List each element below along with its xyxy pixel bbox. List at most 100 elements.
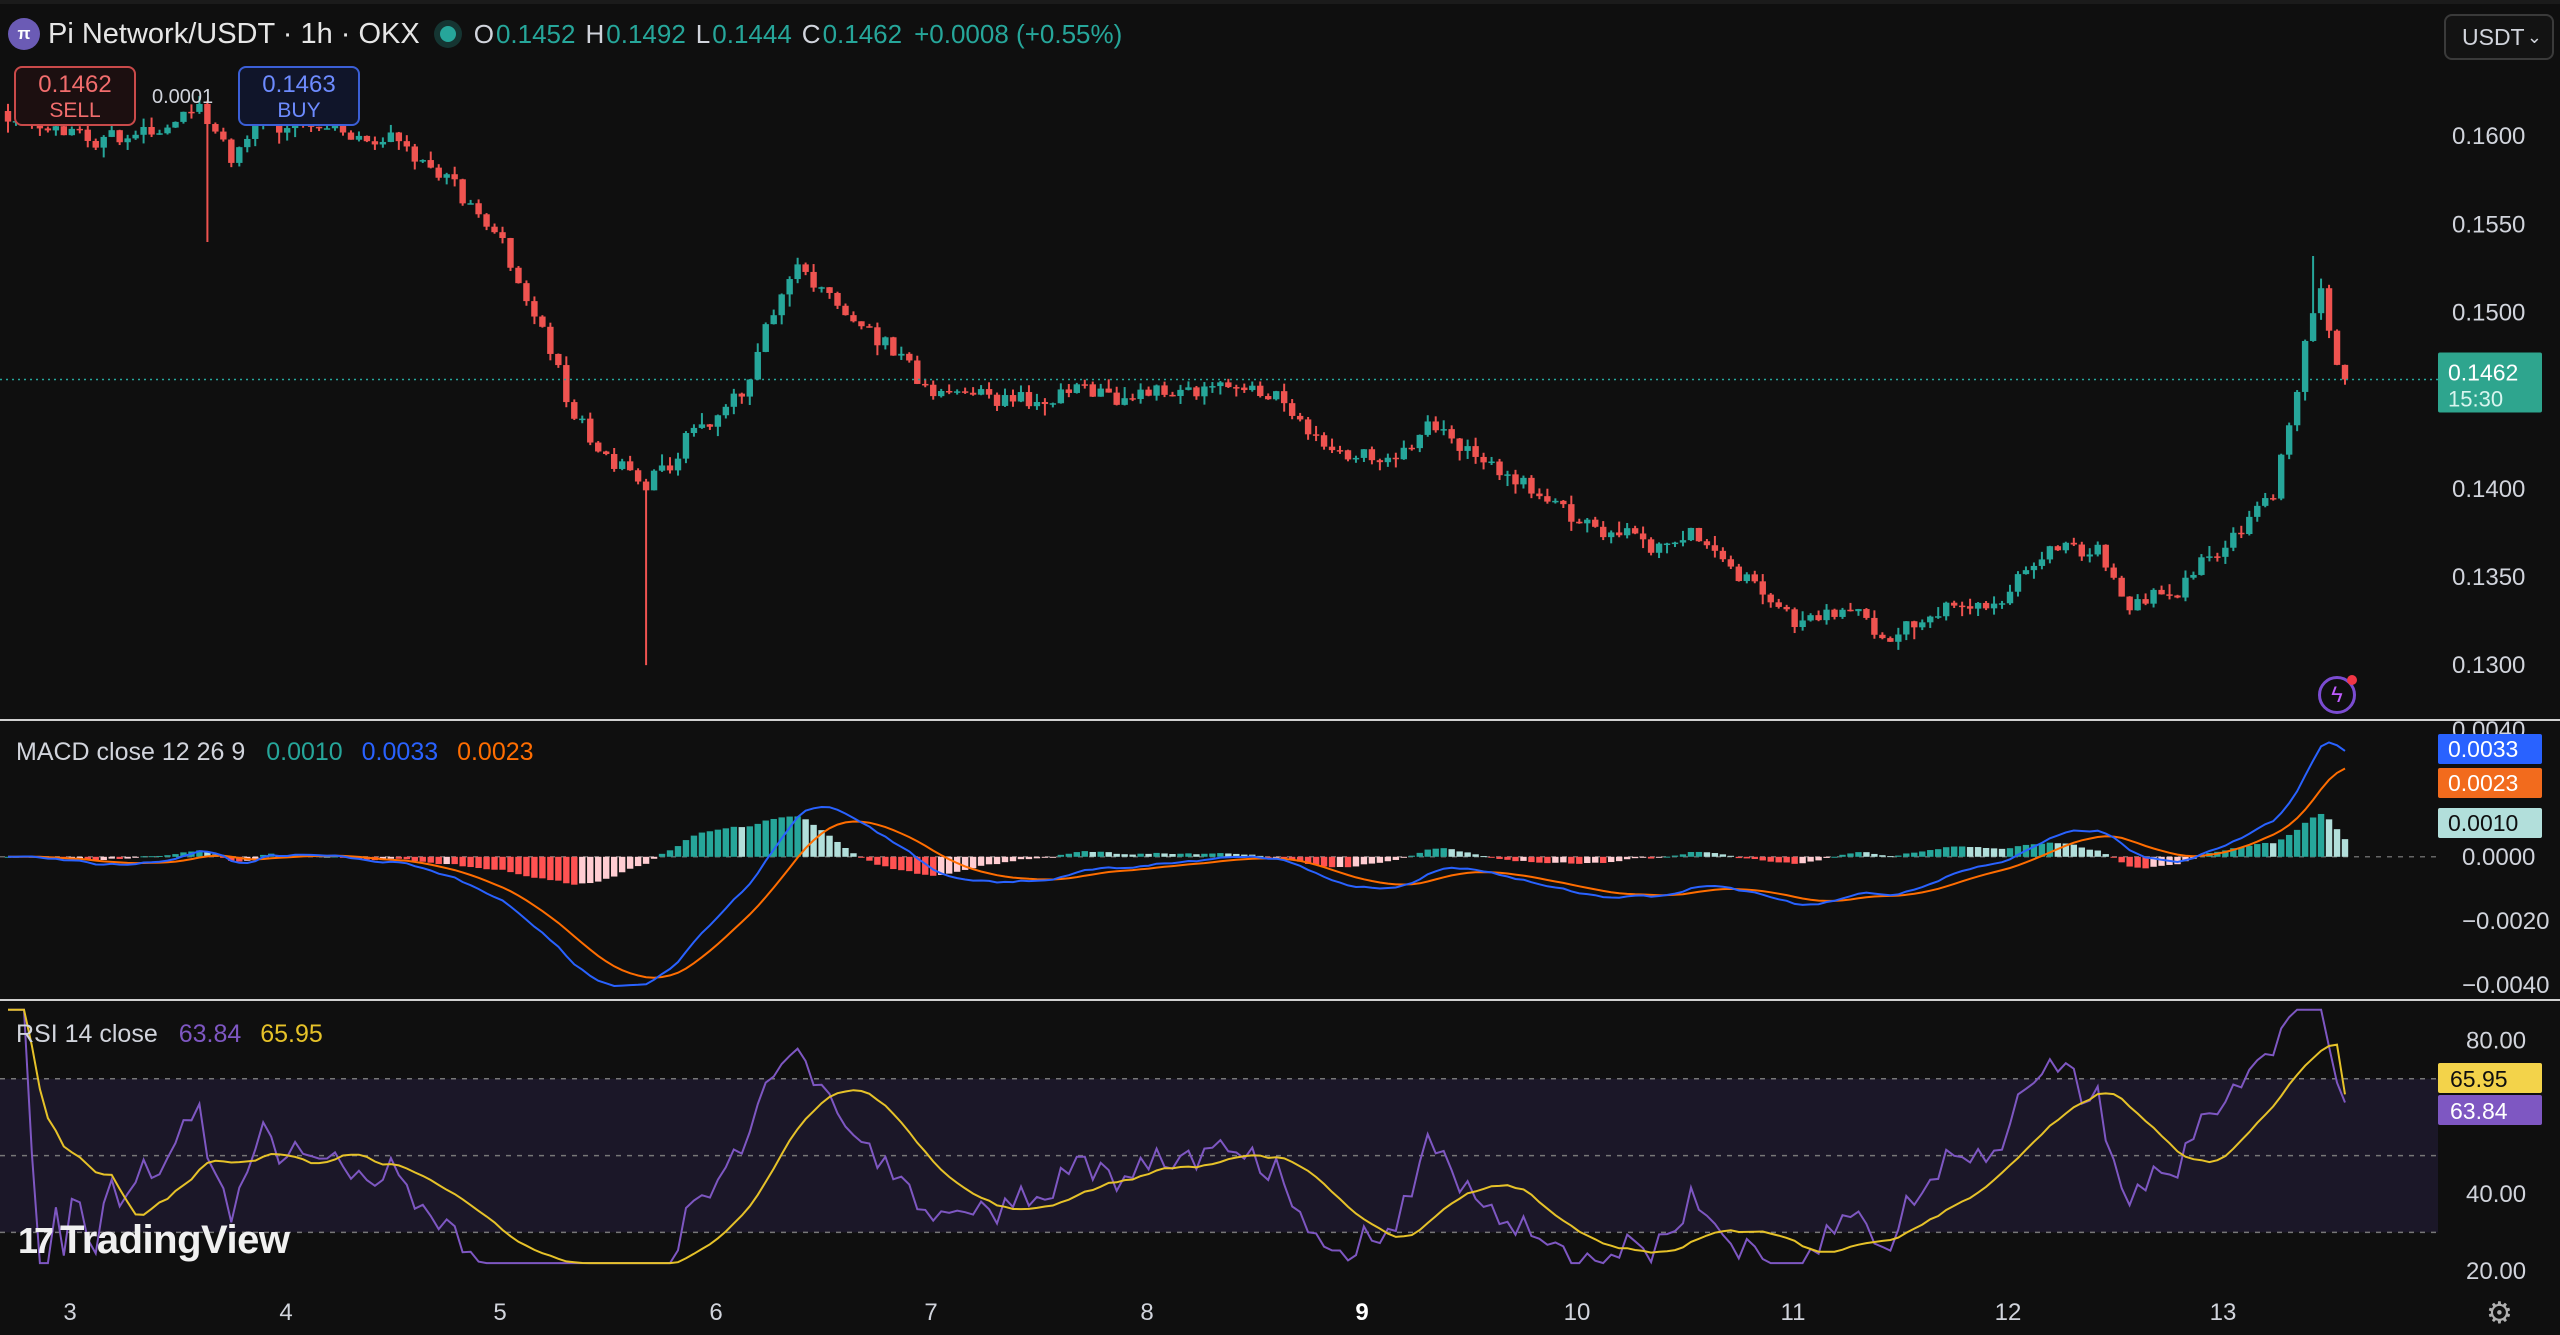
candle-body: [2222, 547, 2229, 557]
macd-hist-bar: [2118, 856, 2125, 863]
candle: [1863, 608, 1870, 620]
rsi-value-badge-label: 63.84: [2450, 1098, 2508, 1124]
pair-title[interactable]: Pi Network/USDT · 1h · OKX: [48, 17, 420, 50]
chevron-down-icon: ⌄: [2526, 27, 2542, 47]
macd-hist-bar: [882, 856, 889, 867]
candle: [2006, 584, 2014, 605]
candle-body: [2277, 454, 2285, 499]
macd-hist-bar: [906, 856, 913, 872]
candle: [2285, 422, 2293, 460]
candle-body: [515, 267, 522, 284]
candle: [1241, 383, 1248, 393]
candle-body: [1879, 634, 1886, 639]
candle-body: [1169, 394, 1176, 397]
candle-body: [1161, 385, 1168, 395]
candle-body: [1512, 474, 1519, 485]
candle: [1480, 452, 1487, 470]
candle-body: [1424, 421, 1431, 435]
candle: [1783, 604, 1790, 612]
macd-hist-bar: [1823, 856, 1830, 858]
lightning-icon[interactable]: ϟ: [2318, 675, 2357, 714]
candle: [2182, 570, 2189, 602]
macd-hist-bar: [2062, 843, 2070, 857]
candle-body: [1727, 559, 1735, 567]
candle: [834, 291, 841, 309]
candle-body: [228, 139, 235, 163]
candle-body: [1376, 460, 1384, 463]
macd-hist-bar: [132, 856, 139, 858]
candle: [1544, 488, 1551, 504]
candle: [148, 117, 155, 138]
candle-body: [499, 232, 506, 239]
candle-body: [2230, 532, 2237, 548]
candle: [379, 137, 387, 148]
macd-hist-bar: [1360, 856, 1368, 865]
macd-hist-bar: [443, 856, 450, 865]
candle-body: [1432, 421, 1439, 431]
candle: [794, 257, 801, 284]
macd-hist-bar: [140, 856, 147, 858]
macd-hist-bar: [618, 856, 626, 873]
candle: [2206, 546, 2213, 562]
candle-body: [698, 424, 706, 428]
macd-hist-bar: [1982, 847, 1990, 857]
candle: [1193, 385, 1200, 400]
macd-hist-bar: [1496, 856, 1503, 859]
candle-body: [1025, 392, 1033, 407]
macd-value-badge-label: 0.0010: [2448, 810, 2518, 836]
candle-body: [180, 111, 187, 122]
gear-icon[interactable]: ⚙: [2486, 1297, 2513, 1330]
candle: [1775, 598, 1782, 609]
macd-hist-bar: [1384, 856, 1392, 862]
macd-hist-bar: [451, 856, 458, 865]
macd-hist-bar: [1584, 856, 1591, 864]
candle-body: [1799, 620, 1806, 628]
candle-body: [579, 418, 586, 421]
macd-hist-bar: [523, 856, 530, 877]
candle-body: [898, 353, 905, 356]
macd-hist-bar: [890, 856, 897, 870]
tradingview-logo[interactable]: 17 TradingView: [18, 1218, 290, 1263]
candle-body: [2118, 577, 2125, 597]
macd-legend[interactable]: MACD close 12 26 9 0.0010 0.0033 0.0023: [16, 738, 534, 767]
macd-hist-bar: [2006, 848, 2014, 857]
candle-body: [1839, 609, 1846, 617]
candle-body: [1679, 540, 1687, 543]
candle: [204, 100, 211, 242]
candle: [116, 129, 123, 146]
macd-hist-bar: [754, 823, 761, 857]
candle: [1041, 398, 1049, 416]
macd-hist-bar: [2262, 842, 2269, 857]
candle-body: [459, 179, 466, 204]
buy-button[interactable]: 0.1463 BUY: [238, 66, 360, 126]
candle-body: [563, 365, 570, 403]
macd-hist-bar: [1751, 856, 1758, 860]
rsi-legend[interactable]: RSI 14 close 63.84 65.95: [16, 1020, 323, 1049]
candle: [1424, 415, 1431, 437]
candle-body: [610, 454, 618, 469]
sell-label: SELL: [49, 99, 101, 122]
macd-hist-bar: [2110, 856, 2117, 858]
time-axis-tick: 8: [1140, 1299, 1153, 1326]
currency-select[interactable]: USDT ⌄: [2444, 14, 2554, 60]
macd-hist-bar: [1408, 855, 1415, 857]
candle: [2325, 284, 2333, 339]
candle: [140, 118, 147, 144]
candle-body: [1974, 602, 1982, 609]
candle: [1057, 383, 1065, 404]
candle-body: [1807, 615, 1814, 621]
candle-body: [1488, 461, 1495, 464]
candle: [1121, 387, 1128, 406]
candle-body: [1584, 519, 1591, 524]
candle-body: [1719, 550, 1727, 560]
macd-hist-bar: [674, 846, 682, 857]
macd-hist-bar: [2046, 842, 2054, 857]
sell-button[interactable]: 0.1462 SELL: [14, 66, 136, 126]
candle: [603, 450, 610, 456]
macd-hist-bar: [2277, 839, 2285, 857]
macd-hist-bar: [1432, 848, 1439, 857]
candle-body: [124, 138, 131, 143]
candle: [571, 399, 578, 421]
macd-hist-bar: [2238, 847, 2245, 857]
